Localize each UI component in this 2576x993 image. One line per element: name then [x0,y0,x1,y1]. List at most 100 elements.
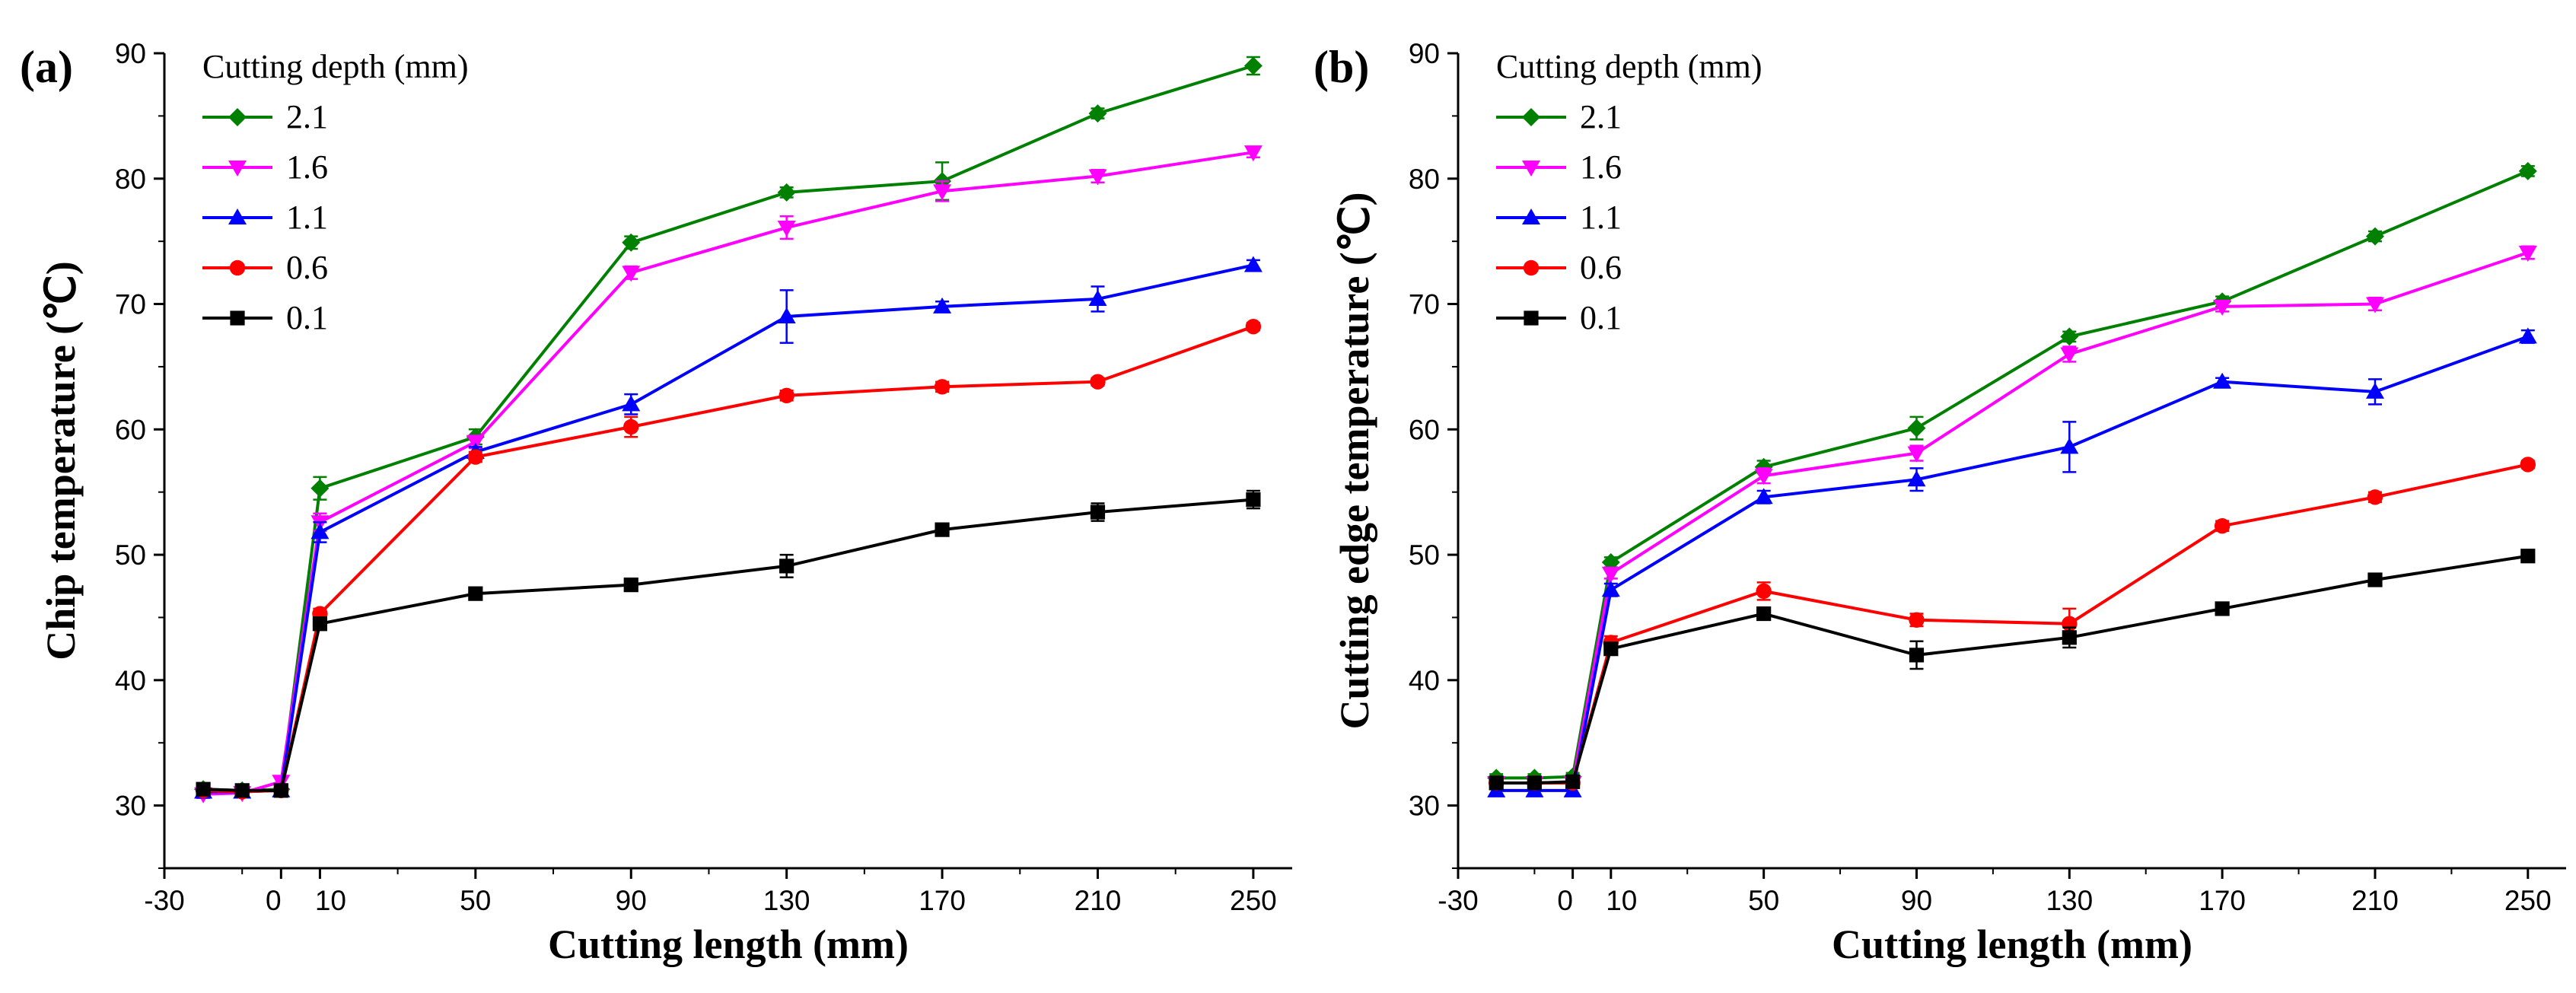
data-point [1909,612,1925,628]
data-point [2215,601,2230,616]
legend-marker [1522,161,1540,177]
data-point [2518,245,2537,262]
y-tick-label: 80 [115,164,146,195]
data-point [1907,470,1926,487]
data-point [1756,606,1772,622]
series-0.1 [1489,549,2536,791]
data-point [779,559,794,574]
data-point [1754,469,1773,485]
data-point [2062,630,2077,645]
data-point [310,479,330,498]
y-tick-label: 30 [1409,791,1440,822]
data-point [2520,457,2536,473]
y-tick-label: 90 [1409,38,1440,69]
data-point [779,387,794,404]
data-point [623,578,638,593]
legend-marker [1522,108,1540,126]
series-line [203,498,1254,792]
panel-label: (a) [20,42,73,92]
data-point [1907,446,1926,463]
legend-marker [1524,310,1539,326]
x-tick-label: 0 [266,885,282,916]
data-point [1565,774,1581,789]
y-axis-title: Cutting edge temperature (℃) [1332,193,1377,730]
data-point [2214,517,2231,534]
legend-label: 1.6 [1580,148,1622,186]
data-point [1090,504,1106,520]
chart-panel-a: 30 40 50 60 70 80 90 -30 0 10 50 90 130 170 210 250 Cutt… [20,38,1292,967]
data-point [2365,382,2384,399]
legend-title: Cutting depth (mm) [1496,48,1762,85]
legend-label: 2.1 [286,98,328,135]
data-point [623,419,639,435]
data-point [2060,327,2079,346]
series-1.6 [1487,245,2537,792]
y-tick-label: 90 [115,38,146,69]
x-tick-label: 50 [1748,885,1779,916]
legend: Cutting depth (mm) 2.1 1.6 1.1 0.6 0.1 [1496,48,1762,336]
data-point [196,781,211,797]
y-axis-title: Chip temperature (℃) [38,261,84,660]
y-tick-label: 40 [1409,665,1440,696]
data-point [1090,374,1106,390]
data-point [1754,488,1773,504]
legend-label: 1.1 [286,199,328,236]
data-point [2213,372,2232,389]
data-point [777,221,796,237]
series-0.6 [1489,457,2536,791]
x-tick-label: 210 [1075,885,1122,916]
chart-panel-b: 30 40 50 60 70 80 90 -30 0 10 50 90 130 170 210 250 Cutt… [1313,38,2566,967]
data-point [1601,566,1620,583]
series-line [1496,554,2529,785]
data-point [2213,299,2232,316]
legend-marker [228,108,247,126]
data-point [2367,572,2383,587]
x-axis-title: Cutting length (mm) [1832,921,2192,967]
data-point [2365,227,2384,246]
series-line [203,325,1254,794]
legend-label: 0.6 [1580,249,1622,286]
x-tick-label: 90 [616,885,647,916]
data-point [2060,347,2079,364]
x-axis-title: Cutting length (mm) [548,921,909,967]
x-tick-label: 130 [763,885,810,916]
y-tick-label: 30 [115,791,146,822]
data-point [933,184,952,201]
data-point [468,586,483,601]
x-tick-label: -30 [1438,885,1478,916]
data-point [2520,549,2536,564]
legend-marker [1523,259,1540,276]
data-point [934,379,950,395]
x-tick-label: 170 [919,885,966,916]
data-point [777,307,796,324]
legend-marker [228,161,247,177]
data-point [2060,438,2079,454]
x-tick-label: 170 [2199,885,2246,916]
series-0.6 [195,318,1262,800]
x-tick-label: 90 [1901,885,1932,916]
data-point [622,395,641,412]
data-point [2518,161,2537,180]
legend-marker [228,208,247,224]
data-point [1601,581,1620,597]
y-tick-label: 50 [1409,539,1440,571]
x-tick-label: -30 [144,885,184,916]
legend-label: 0.1 [286,299,328,336]
data-point [2367,489,2383,505]
data-point [1603,641,1619,657]
legend-label: 0.1 [1580,299,1622,336]
data-point [273,783,288,798]
data-point [1243,56,1263,75]
legend-label: 2.1 [1580,98,1622,135]
x-tick-label: 250 [1230,885,1277,916]
data-point [2365,297,2384,313]
y-tick-label: 80 [1409,164,1440,195]
legend-label: 1.1 [1580,199,1622,236]
data-point [312,616,328,632]
series-1.6 [194,145,1263,804]
x-tick-label: 250 [2504,885,2552,916]
legend-marker [1522,208,1540,224]
series-line [203,263,1254,794]
data-point [933,297,952,313]
series-line [1496,170,2529,780]
